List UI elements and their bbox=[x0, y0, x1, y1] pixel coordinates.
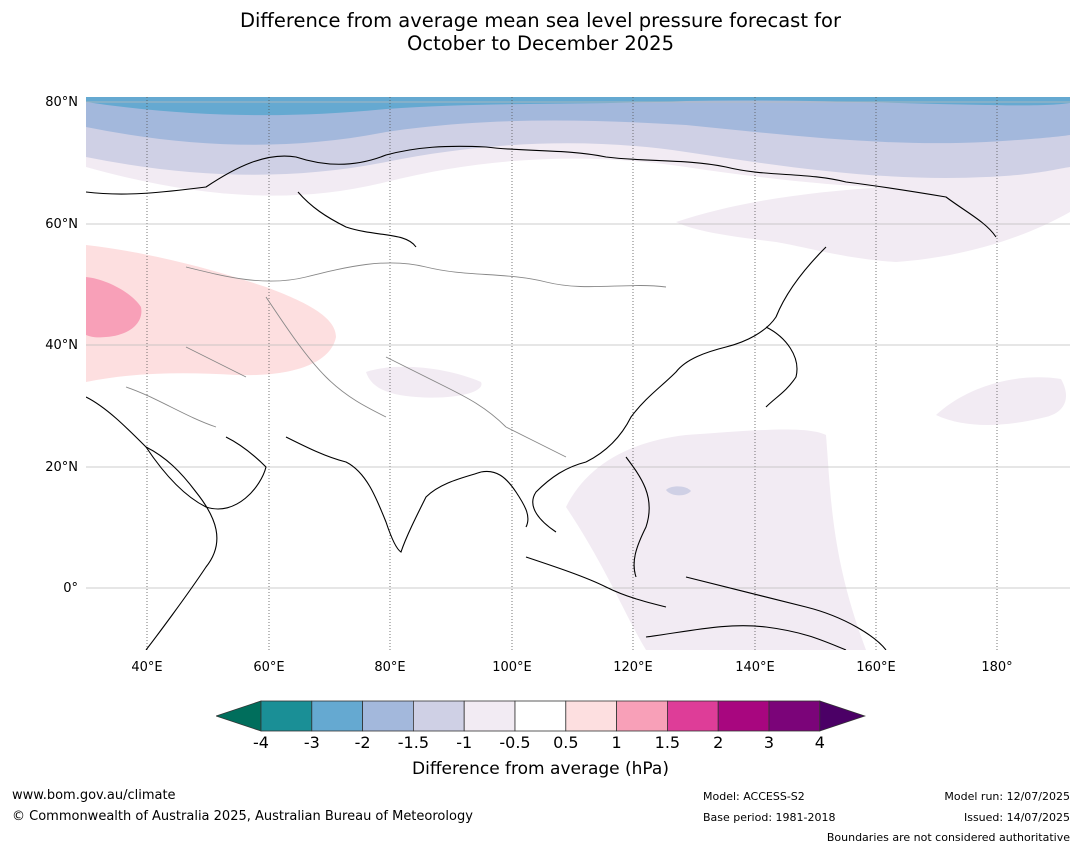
anomaly-pacific-neg bbox=[676, 177, 1070, 262]
graticule bbox=[86, 97, 1070, 650]
colorbar-tick-label: 1.5 bbox=[654, 733, 681, 752]
footer-url: www.bom.gov.au/climate bbox=[12, 788, 176, 803]
anomaly-band-neg-3 bbox=[86, 97, 1070, 116]
colorbar-segment bbox=[514, 700, 567, 732]
colorbar-tick-label: -4 bbox=[253, 733, 269, 752]
country-borders bbox=[125, 262, 667, 458]
colorbar-segment bbox=[412, 700, 465, 732]
map-title: Difference from average mean sea level p… bbox=[0, 9, 1081, 55]
footer-issued: Issued: 14/07/2025 bbox=[963, 811, 1070, 824]
lat-label-20n: 20°N bbox=[45, 460, 78, 475]
lon-label-180: 180° bbox=[981, 660, 1013, 675]
colorbar-segment bbox=[311, 700, 364, 732]
anomaly-pos-1 bbox=[86, 277, 142, 338]
colorbar-segment bbox=[362, 700, 414, 732]
colorbar-segment bbox=[463, 700, 516, 732]
colorbar-tick-label: 1 bbox=[611, 733, 622, 752]
colorbar-segment bbox=[717, 700, 770, 732]
lat-label-60n: 60°N bbox=[45, 217, 78, 232]
colorbar-segment bbox=[768, 700, 821, 732]
lon-label-120e: 120°E bbox=[613, 660, 653, 675]
colorbar-segment bbox=[260, 700, 313, 732]
colorbar-over-arrow bbox=[819, 700, 866, 732]
coastlines bbox=[86, 145, 997, 650]
footer-model: Model: ACCESS-S2 bbox=[703, 790, 805, 803]
lat-label-40n: 40°N bbox=[45, 338, 78, 353]
anomaly-tibet bbox=[366, 366, 482, 398]
colorbar-tick-label: 4 bbox=[814, 733, 825, 752]
lon-label-100e: 100°E bbox=[492, 660, 532, 675]
lon-label-60e: 60°E bbox=[253, 660, 285, 675]
anomaly-north-pacific bbox=[936, 377, 1066, 425]
pressure-anomaly-map bbox=[86, 97, 1070, 650]
map-panel bbox=[86, 97, 1070, 650]
footer-base-period: Base period: 1981-2018 bbox=[703, 811, 836, 824]
colorbar-under-arrow bbox=[216, 700, 262, 732]
anomaly-small-patch bbox=[666, 486, 691, 496]
colorbar-segment bbox=[565, 700, 617, 732]
colorbar-tick-label: -2 bbox=[354, 733, 371, 752]
colorbar-label: Difference from average (hPa) bbox=[412, 759, 669, 779]
lon-label-140e: 140°E bbox=[735, 660, 775, 675]
title-line-1: Difference from average mean sea level p… bbox=[240, 9, 841, 32]
anomaly-tropical-pacific bbox=[566, 429, 866, 650]
footer-copyright: © Commonwealth of Australia 2025, Austra… bbox=[12, 809, 473, 824]
colorbar bbox=[216, 700, 866, 732]
colorbar-tick-label: 3 bbox=[763, 733, 775, 752]
colorbar-segment bbox=[616, 700, 668, 732]
colorbar-tick-label: -0.5 bbox=[499, 733, 531, 752]
colorbar-tick-label: 0.5 bbox=[553, 733, 579, 752]
footer-boundaries-note: Boundaries are not considered authoritat… bbox=[826, 831, 1070, 844]
lon-label-40e: 40°E bbox=[131, 660, 163, 675]
colorbar-tick-label: -3 bbox=[303, 733, 320, 752]
colorbar-tick-label: 2 bbox=[713, 733, 724, 752]
colorbar-tick-label: -1 bbox=[456, 733, 473, 752]
anomaly-pos-0-5 bbox=[86, 245, 336, 382]
title-line-2: October to December 2025 bbox=[407, 32, 674, 55]
lat-label-80n: 80°N bbox=[45, 95, 78, 110]
colorbar-segment bbox=[666, 700, 719, 732]
lon-label-80e: 80°E bbox=[374, 660, 406, 675]
footer-model-run: Model run: 12/07/2025 bbox=[944, 790, 1070, 803]
colorbar-tick-label: -1.5 bbox=[397, 733, 429, 752]
lat-label-0: 0° bbox=[63, 581, 78, 596]
lon-label-160e: 160°E bbox=[856, 660, 896, 675]
